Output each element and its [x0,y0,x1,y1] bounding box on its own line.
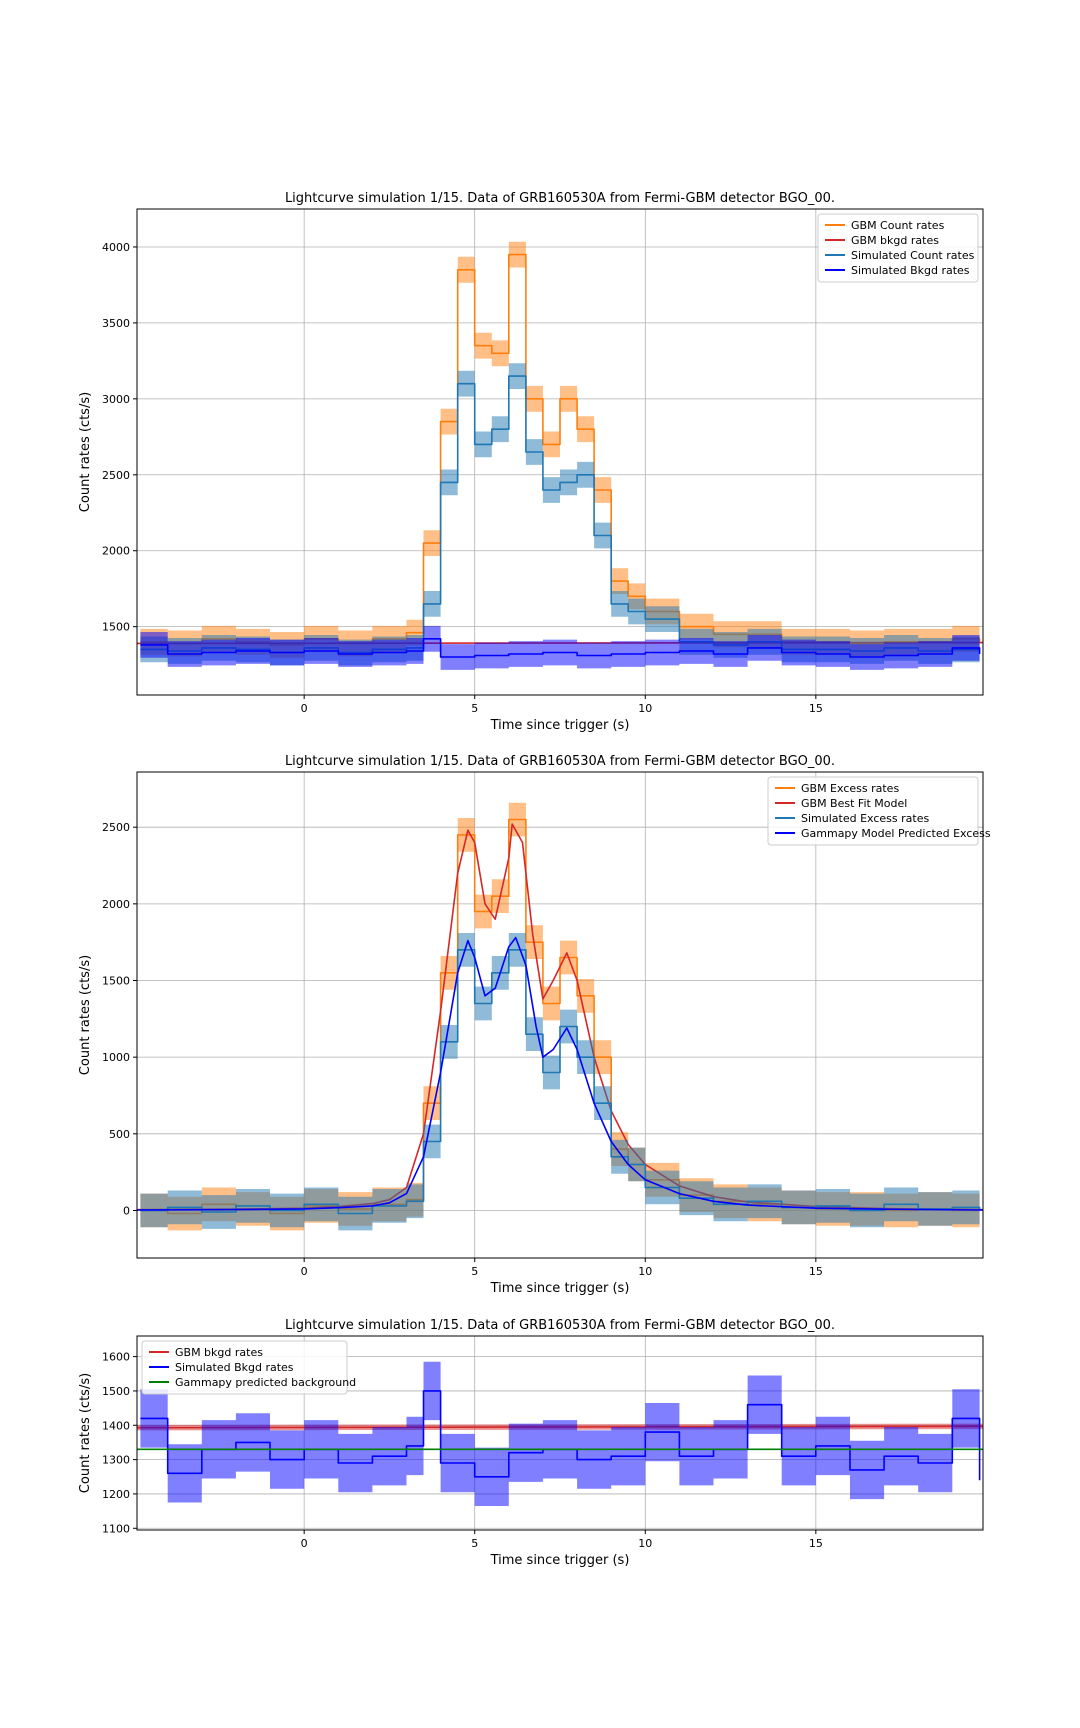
panel-1-xtick-label: 15 [809,702,823,715]
panel-3-ytick-label: 1400 [102,1419,130,1432]
panel-3-title: Lightcurve simulation 1/15. Data of GRB1… [285,1318,835,1333]
panel-1-legend: GBM Count rates GBM bkgd rates Simulated C… [817,213,979,283]
panel-2-xlabel: Time since trigger (s) [490,1281,630,1296]
panel-2-legend-box [767,776,979,846]
panel-2-legend: GBM Excess rates GBM Best Fit Model Simula… [767,776,991,846]
panel-2-xtick-label: 5 [471,1265,478,1278]
panel-3-plot-area [137,1361,983,1510]
panel-1-legend-label-gbm-count-rates: GBM Count rates [851,219,945,232]
panel-1-series-simulated-count-rates-band [140,363,980,666]
panel-2-legend-label-gbm-excess-rates: GBM Excess rates [801,782,899,795]
panel-3-ytick-label: 1100 [102,1522,130,1535]
panel-2-legend-label-gammapy-model-predicted-excess: Gammapy Model Predicted Excess [801,827,991,840]
panel-1-ytick-label: 2500 [102,469,130,482]
panel-1-ytick-label: 3000 [102,393,130,406]
panel-2-xtick-label: 15 [809,1265,823,1278]
panel-3-xlabel: Time since trigger (s) [490,1553,630,1568]
panel-1-series-simulated-bkgd-rates-line [140,638,981,658]
panel-3-xtick-label: 5 [471,1537,478,1550]
panel-3-ytick-label: 1500 [102,1385,130,1398]
panel-1-xtick-label: 10 [638,702,652,715]
panel-2-ytick-label: 2500 [102,821,130,834]
panel-2-ytick-label: 2000 [102,898,130,911]
panel-3-legend-label-gbm-bkgd-rates: GBM bkgd rates [175,1346,263,1359]
panel-2-series-simulated-excess-rates-line [140,949,981,1215]
panel-2-plot-area [137,802,983,1231]
panel-1-legend-label-simulated-count-rates: Simulated Count rates [851,249,975,262]
panel-3: 0 5 10 15 1100 1200 1300 1400 1500 1600 Lightcurve… [78,1318,984,1568]
panel-2-xtick-label: 0 [301,1265,308,1278]
panel-2-xtick-label: 10 [638,1265,652,1278]
panel-3-ylabel: Count rates (cts/s) [78,1373,93,1493]
panel-3-ytick-label: 1600 [102,1351,130,1364]
panel-1-plot-area [137,241,983,670]
panel-1-xtick-label: 5 [471,702,478,715]
panel-3-series-simulated-bkgd-rates-band [140,1361,980,1510]
panel-1-series-gbm-count-rates-band [140,241,980,658]
panel-1-ytick-label: 4000 [102,241,130,254]
panel-3-xtick-label: 0 [301,1537,308,1550]
panel-2-legend-label-simulated-excess-rates: Simulated Excess rates [801,812,929,825]
panel-1-title: Lightcurve simulation 1/15. Data of GRB1… [285,191,835,206]
panel-1-ytick-label: 1500 [102,621,130,634]
panel-1-frame [136,208,984,696]
panel-1-legend-label-gbm-bkgd-rates: GBM bkgd rates [851,234,939,247]
panel-3-ytick-label: 1200 [102,1488,130,1501]
panel-3-legend-box [141,1340,348,1395]
panel-3-ytick-label: 1300 [102,1454,130,1467]
panel-2-legend-label-gbm-best-fit-model: GBM Best Fit Model [801,797,907,810]
panel-1-legend-label-simulated-bkgd-rates: Simulated Bkgd rates [851,264,970,277]
panel-2-series-simulated-excess-rates-band [140,933,980,1231]
panel-3-frame [136,1335,984,1531]
panel-2-ytick-label: 0 [123,1204,130,1217]
panel-2-frame [136,771,984,1259]
panel-2: 0 5 10 15 0 500 1000 1500 2000 2500 Lightcurve sim… [78,754,991,1296]
panel-3-legend-label-simulated-bkgd-rates: Simulated Bkgd rates [175,1361,294,1374]
panel-2-ytick-label: 1500 [102,975,130,988]
panel-1-legend-box [817,213,979,283]
panel-2-series-gammapy-model-predicted-excess-line [137,936,983,1211]
panel-2-ylabel: Count rates (cts/s) [78,955,93,1075]
panel-2-ytick-label: 1000 [102,1051,130,1064]
panel-2-title: Lightcurve simulation 1/15. Data of GRB1… [285,754,835,769]
panel-3-xtick-label: 15 [809,1537,823,1550]
panel-1-xtick-label: 0 [301,702,308,715]
panel-1-ylabel: Count rates (cts/s) [78,392,93,512]
panel-3-legend-label-gammapy-predicted-background: Gammapy predicted background [175,1376,356,1389]
panel-2-ytick-label: 500 [109,1128,130,1141]
panel-1-series-simulated-bkgd-rates-band [140,625,980,670]
panel-1-ytick-label: 3500 [102,317,130,330]
panel-3-xtick-label: 10 [638,1537,652,1550]
panel-1-xlabel: Time since trigger (s) [490,718,630,733]
panel-3-legend: GBM bkgd rates Simulated Bkgd rates Gammap… [141,1340,356,1395]
panel-1-ytick-label: 2000 [102,545,130,558]
panel-1: 0 5 10 15 1500 2000 2500 3000 3500 4000 Lightcurve… [78,191,984,733]
